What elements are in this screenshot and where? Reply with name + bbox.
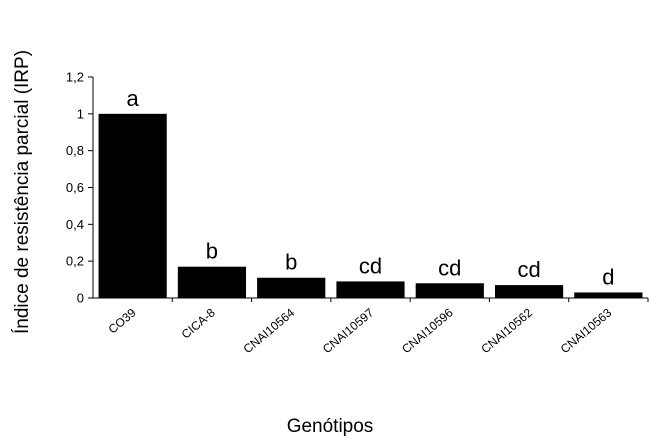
bar <box>257 277 326 298</box>
bar <box>574 292 643 298</box>
y-tick-label: 0,2 <box>66 254 84 269</box>
x-tick-label: CICA-8 <box>179 305 218 341</box>
x-axis: CO39 CICA-8 CNAI10564 CNAI10597 CNAI10596 CNA… <box>93 297 649 356</box>
significance-letter: cd <box>517 257 540 282</box>
y-axis: 0 0,2 0,4 0,6 0,8 1 1,2 <box>66 70 94 306</box>
y-tick-label: 1 <box>77 106 84 121</box>
significance-letters: a b b cd cd cd d <box>127 86 615 290</box>
x-tick-label: CNAI10597 <box>320 305 377 356</box>
y-tick-label: 0,8 <box>66 143 84 158</box>
bar <box>177 266 247 298</box>
y-tick-label: 0,4 <box>66 217 84 232</box>
x-tick-label: CO39 <box>106 305 139 336</box>
x-tick-label: CNAI10563 <box>558 305 615 356</box>
x-tick-label: CNAI10562 <box>478 305 535 356</box>
bar <box>494 285 564 298</box>
bar <box>336 281 405 298</box>
significance-letter: b <box>206 239 218 264</box>
significance-letter: a <box>127 86 140 111</box>
significance-letter: d <box>602 264 614 289</box>
bars <box>98 113 643 298</box>
bar <box>98 113 167 298</box>
x-tick-label: CNAI10564 <box>241 305 298 356</box>
y-tick-label: 1,2 <box>66 70 84 85</box>
y-tick-label: 0,6 <box>66 180 84 195</box>
significance-letter: cd <box>359 253 382 278</box>
x-tick-label: CNAI10596 <box>399 305 456 356</box>
significance-letter: b <box>285 250 297 275</box>
y-axis-title: Índice de resistência parcial (IRP) <box>12 50 33 334</box>
x-axis-title: Genótipos <box>287 416 374 437</box>
bar <box>415 283 484 298</box>
y-tick-label: 0 <box>77 291 84 306</box>
significance-letter: cd <box>438 255 461 280</box>
